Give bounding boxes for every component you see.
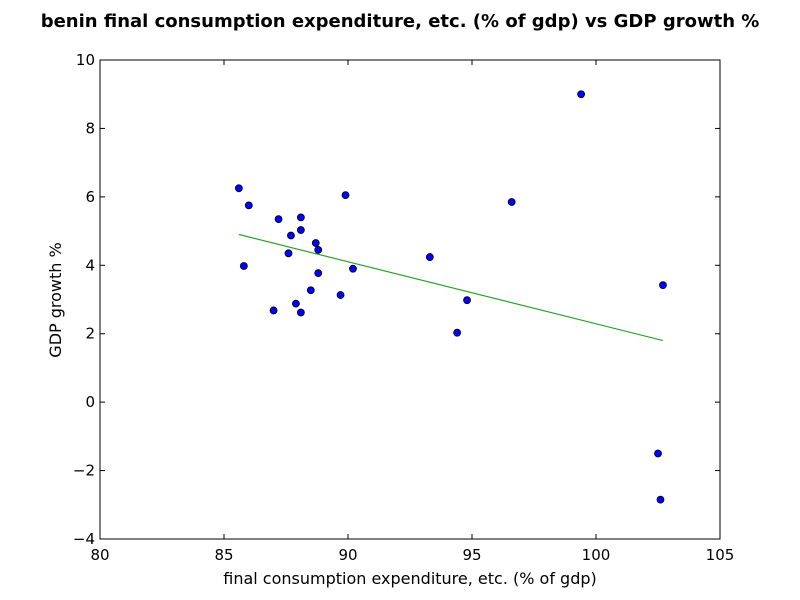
x-tick-label: 100 (582, 546, 611, 564)
axis-ticks: 80 85 90 95 100 105 −4 −2 0 2 4 6 8 10 (73, 51, 734, 564)
y-tick-label: 6 (85, 188, 95, 206)
data-point (287, 231, 295, 240)
data-point (577, 90, 586, 99)
y-tick-label: −4 (73, 530, 95, 548)
trend-line (238, 233, 664, 342)
data-point (296, 213, 305, 222)
data-point (292, 299, 300, 308)
data-point (659, 281, 667, 290)
x-axis-label: final consumption expenditure, etc. (% o… (223, 569, 597, 588)
data-point (234, 184, 243, 193)
y-tick-label: 0 (85, 393, 95, 411)
trend-line-group (238, 233, 664, 342)
y-tick-label: 4 (85, 256, 95, 274)
data-point (284, 249, 293, 258)
data-point (507, 198, 516, 206)
data-point (239, 262, 248, 270)
plot-area (99, 59, 721, 540)
data-point (296, 226, 305, 234)
data-point (654, 449, 662, 458)
x-tick-label: 95 (462, 546, 481, 564)
data-point (314, 269, 323, 278)
x-tick-label: 105 (706, 546, 735, 564)
x-tick-label: 85 (214, 546, 233, 564)
data-point (341, 191, 350, 200)
data-point (311, 239, 320, 247)
data-point (306, 286, 315, 295)
data-point (349, 264, 357, 273)
data-point (314, 245, 323, 254)
data-point (463, 296, 471, 305)
chart-title: benin final consumption expenditure, etc… (41, 11, 760, 32)
data-point (244, 201, 253, 210)
y-tick-label: 8 (85, 119, 95, 137)
data-points (234, 90, 667, 504)
data-point (274, 215, 283, 223)
data-point (453, 328, 462, 337)
data-point (425, 253, 434, 261)
data-point (296, 308, 305, 317)
data-point (656, 495, 665, 504)
x-tick-label: 80 (90, 546, 109, 564)
y-tick-label: 2 (85, 325, 95, 343)
y-tick-label: −2 (73, 462, 95, 480)
y-axis-label: GDP growth % (46, 242, 65, 357)
y-tick-label: 10 (76, 51, 95, 69)
data-point (336, 291, 345, 299)
x-tick-label: 90 (338, 546, 357, 564)
data-point (269, 306, 278, 315)
